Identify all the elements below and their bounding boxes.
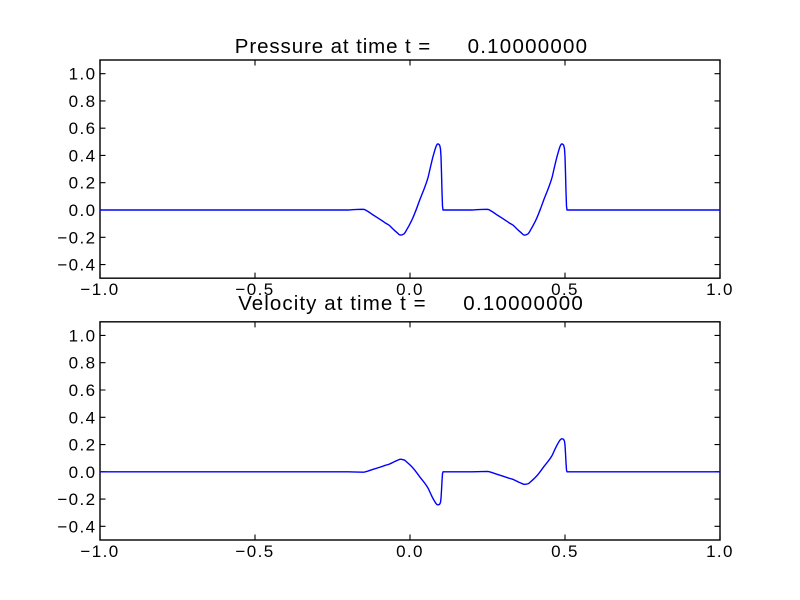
svg-text:−0.4: −0.4: [57, 517, 96, 536]
svg-text:0.6: 0.6: [69, 381, 97, 400]
svg-text:−0.5: −0.5: [235, 280, 274, 299]
svg-text:Pressure at time t =: Pressure at time t =: [235, 35, 431, 58]
svg-text:−1.0: −1.0: [80, 542, 119, 561]
svg-text:−1.0: −1.0: [80, 280, 119, 299]
svg-text:0.10000000: 0.10000000: [468, 35, 589, 58]
svg-text:−0.2: −0.2: [57, 228, 96, 247]
svg-text:0.0: 0.0: [69, 201, 97, 220]
svg-text:−0.4: −0.4: [57, 256, 96, 275]
svg-text:0.2: 0.2: [69, 174, 97, 193]
svg-text:0.10000000: 0.10000000: [463, 292, 584, 315]
svg-text:0.0: 0.0: [396, 542, 424, 561]
svg-text:−0.5: −0.5: [235, 542, 274, 561]
svg-text:0.8: 0.8: [69, 354, 97, 373]
svg-text:Velocity at time t =: Velocity at time t =: [238, 292, 427, 315]
svg-text:1.0: 1.0: [69, 326, 97, 345]
svg-text:0.8: 0.8: [69, 92, 97, 111]
svg-text:0.5: 0.5: [551, 542, 579, 561]
svg-text:0.4: 0.4: [69, 146, 97, 165]
svg-text:1.0: 1.0: [706, 542, 734, 561]
svg-text:0.0: 0.0: [396, 280, 424, 299]
svg-text:0.5: 0.5: [551, 280, 579, 299]
svg-text:0.4: 0.4: [69, 408, 97, 427]
svg-text:0.2: 0.2: [69, 436, 97, 455]
svg-text:1.0: 1.0: [69, 65, 97, 84]
svg-text:−0.2: −0.2: [57, 490, 96, 509]
svg-text:0.6: 0.6: [69, 119, 97, 138]
svg-text:0.0: 0.0: [69, 463, 97, 482]
svg-text:1.0: 1.0: [706, 280, 734, 299]
